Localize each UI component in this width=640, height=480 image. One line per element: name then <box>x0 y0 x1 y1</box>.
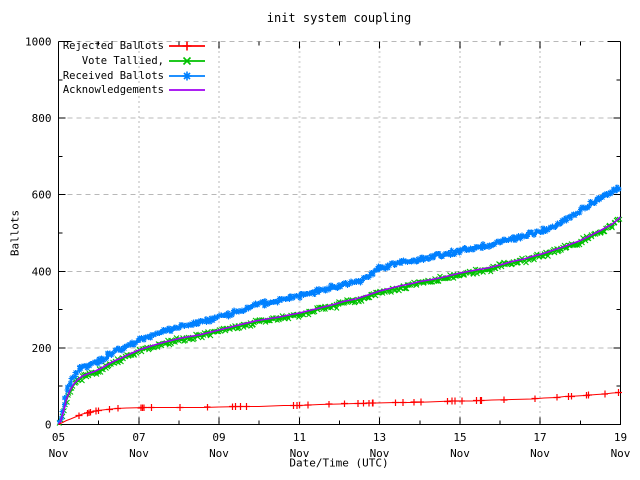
svg-text:15: 15 <box>453 431 466 444</box>
cross-marker-icon <box>169 56 205 66</box>
svg-text:Nov: Nov <box>611 447 631 460</box>
plus-marker-icon <box>169 41 205 51</box>
svg-text:Nov: Nov <box>49 447 69 460</box>
svg-text:0: 0 <box>45 419 52 432</box>
svg-text:200: 200 <box>32 342 52 355</box>
svg-text:Nov: Nov <box>370 447 390 460</box>
legend-label-rejected-ballots: Rejected Ballots <box>62 40 164 53</box>
legend-label-vote-tallied: Vote Tallied, <box>81 55 164 68</box>
svg-text:Nov: Nov <box>129 447 149 460</box>
svg-text:11: 11 <box>293 431 306 444</box>
svg-text:Nov: Nov <box>290 447 310 460</box>
legend-row-vote-tallied: Vote Tallied, <box>62 54 207 69</box>
chart-title: init system coupling <box>266 11 412 25</box>
star-marker-icon <box>169 71 205 81</box>
legend-row-received-ballots: Received Ballots <box>62 68 207 83</box>
svg-text:1000: 1000 <box>25 36 52 49</box>
svg-text:600: 600 <box>32 189 52 202</box>
svg-text:400: 400 <box>32 266 52 279</box>
legend-label-acknowledgements: Acknowledgements <box>62 84 164 97</box>
svg-text:05: 05 <box>52 431 65 444</box>
svg-text:800: 800 <box>32 112 52 125</box>
svg-text:Nov: Nov <box>450 447 470 460</box>
legend-row-rejected-ballots: Rejected Ballots <box>62 39 207 54</box>
legend-label-received-ballots: Received Ballots <box>62 69 164 82</box>
svg-text:19: 19 <box>614 431 627 444</box>
legend-row-acknowledgements: Acknowledgements <box>62 83 207 98</box>
line-sample-icon <box>169 89 205 92</box>
x-axis-label: Date/Time (UTC) <box>289 456 389 470</box>
svg-text:17: 17 <box>533 431 546 444</box>
svg-text:13: 13 <box>373 431 386 444</box>
svg-text:07: 07 <box>132 431 145 444</box>
svg-text:Nov: Nov <box>209 447 229 460</box>
legend: Rejected Ballots Vote Tallied, Received … <box>62 39 207 98</box>
svg-text:09: 09 <box>212 431 225 444</box>
svg-text:Nov: Nov <box>530 447 550 460</box>
